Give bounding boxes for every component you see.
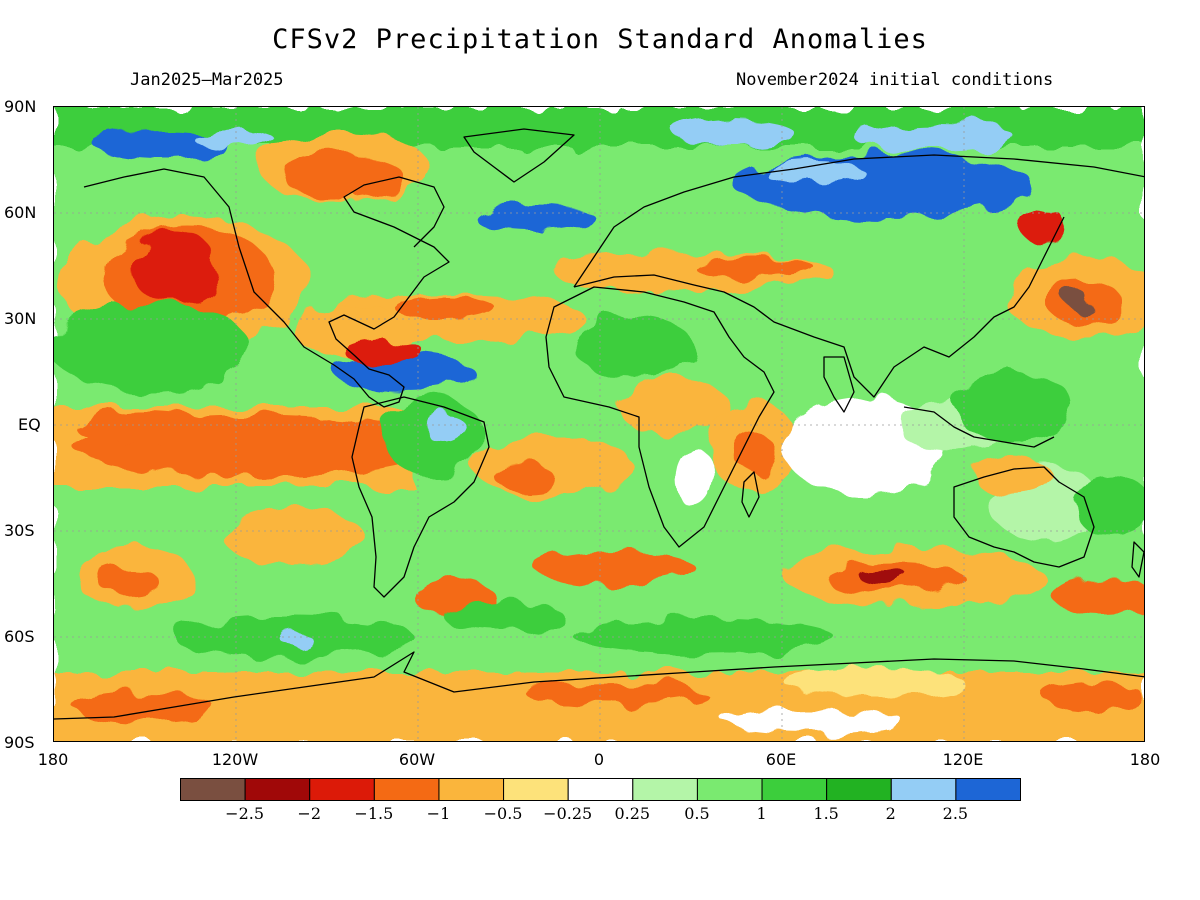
madagascar-coast <box>741 471 760 518</box>
colorbar-swatch <box>696 778 763 801</box>
lon-label-120w: 120W <box>211 750 259 769</box>
colorbar-tick-label: 1 <box>756 804 767 823</box>
anomaly-field <box>54 107 1144 741</box>
colorbar-swatch <box>438 778 505 801</box>
graticule <box>54 107 1144 741</box>
colorbar-swatch <box>503 778 569 801</box>
colorbar-tick-label: 2 <box>885 804 896 823</box>
lon-label-0: 0 <box>593 750 605 769</box>
colorbar-tick-label: −0.25 <box>543 804 593 823</box>
coastlines <box>54 128 1144 720</box>
maritime-continent-coast <box>903 406 1055 448</box>
lon-label-180w: 180 <box>37 750 69 769</box>
new-zealand-coast <box>1131 541 1144 578</box>
colorbar-swatch <box>826 778 892 801</box>
colorbar-swatch <box>567 778 634 801</box>
colorbar-swatch <box>890 778 957 801</box>
india-coast <box>823 356 855 413</box>
map-title: CFSv2 Precipitation Standard Anomalies <box>272 24 928 55</box>
colorbar-swatch <box>244 778 311 801</box>
lat-label-eq: EQ <box>18 415 41 434</box>
greenland-coast <box>463 128 575 183</box>
colorbar-swatch <box>180 778 246 801</box>
colorbar-tick-label: −2 <box>297 804 322 823</box>
antarctica-coast <box>54 651 1144 720</box>
anomaly-shading <box>54 107 1144 741</box>
colorbar-tick-label: −0.5 <box>483 804 523 823</box>
colorbar-swatch <box>632 778 698 801</box>
lon-label-120e: 120E <box>942 750 984 769</box>
australia-coast <box>953 466 1095 568</box>
lat-label-90s: 90S <box>4 733 35 752</box>
eurasia-coast <box>573 154 1144 288</box>
lon-label-60w: 60W <box>398 750 436 769</box>
lat-label-60s: 60S <box>4 627 35 646</box>
colorbar-tick-label: 0.5 <box>684 804 710 823</box>
colorbar-tick-label: −1 <box>426 804 451 823</box>
europe-south-coast <box>573 216 1065 398</box>
colorbar-swatch <box>955 778 1021 801</box>
colorbar-tick-label: 0.25 <box>614 804 651 823</box>
initial-conditions: November2024 initial conditions <box>736 70 1054 90</box>
lon-label-180e: 180 <box>1129 750 1161 769</box>
lon-label-60e: 60E <box>765 750 797 769</box>
colorbar-swatch <box>373 778 440 801</box>
colorbar-swatch <box>761 778 828 801</box>
colorbar-tick-label: 2.5 <box>942 804 969 823</box>
anomaly-map <box>53 106 1145 742</box>
colorbar-tick-label: −1.5 <box>354 804 394 823</box>
colorbar-tick-label: 1.5 <box>813 804 839 823</box>
lat-label-30s: 30S <box>4 521 35 540</box>
lat-label-90n: 90N <box>4 97 37 116</box>
colorbar-tick-label: −2.5 <box>225 804 265 823</box>
lat-label-30n: 30N <box>4 309 37 328</box>
colorbar-swatch <box>309 778 375 801</box>
colorbar <box>180 778 1021 801</box>
forecast-period: Jan2025–Mar2025 <box>130 70 284 90</box>
north-america-coast <box>83 168 450 408</box>
africa-coast <box>545 286 775 548</box>
south-america-coast <box>351 396 490 598</box>
lat-label-60n: 60N <box>4 203 37 222</box>
